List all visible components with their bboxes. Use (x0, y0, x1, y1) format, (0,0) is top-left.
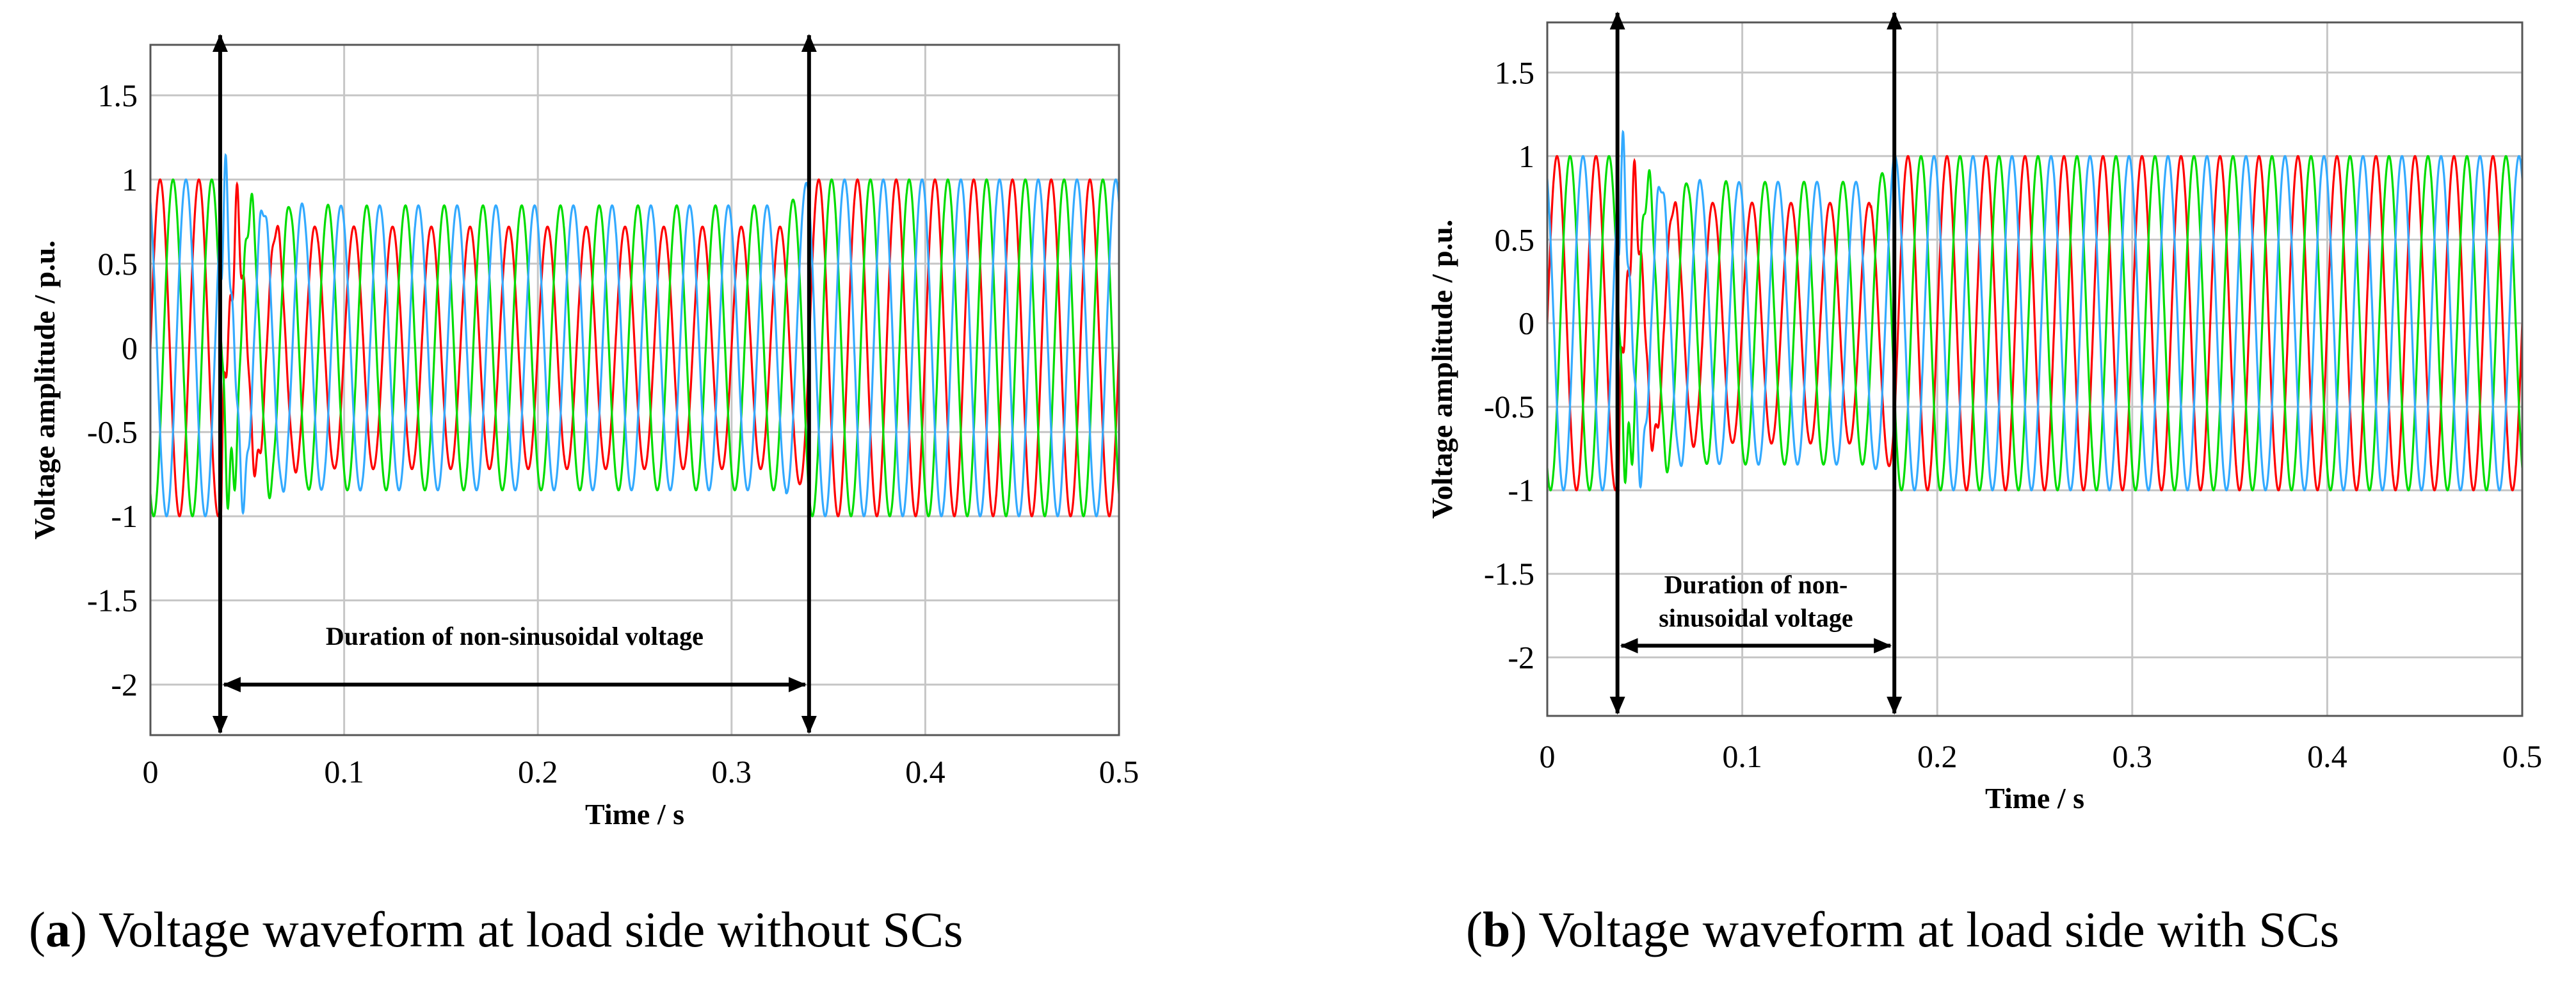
caption-text: Voltage waveform at load side with SCs (1538, 902, 2339, 957)
x-tick-label: 0.2 (1917, 738, 1958, 774)
series-b (1547, 129, 2522, 523)
chart-panel-b: 1.5 1 0.5 0 -0.5 -1 -1.5 -2 0 0.1 0.2 0.3 0.4 0.5 Tim… (1426, 12, 2542, 815)
series-line-phase-c (150, 152, 1119, 517)
y-tick-label: -2 (111, 667, 138, 702)
series-line-phase-c (1547, 129, 2522, 492)
y-tick-label: 1.5 (98, 77, 138, 113)
y-tick-label: -1.5 (1484, 556, 1534, 592)
duration-label: sinusoidal voltage (1659, 603, 1853, 632)
caption-letter: a (45, 902, 70, 957)
duration-label: Duration of non-sinusoidal voltage (326, 622, 704, 651)
y-tick-label: -0.5 (1484, 389, 1534, 425)
y-tick-label: 0 (1518, 305, 1534, 341)
series-line-phase-a (1547, 155, 2522, 523)
y-tick-label: -1.5 (87, 583, 138, 619)
y-tick-label: 1 (1518, 138, 1534, 174)
x-tick-label: 0.1 (1722, 738, 1762, 774)
chart-panel-a: 1.5 1 0.5 0 -0.5 -1 -1.5 -2 0 0.1 0.2 0.3 0.4 0.5 Tim… (28, 34, 1139, 831)
series-a (150, 152, 1119, 548)
series-line-phase-b (1547, 155, 2522, 492)
x-axis-title-b: Time / s (1985, 782, 2084, 815)
annotation-a: Duration of non-sinusoidal voltage (222, 622, 807, 693)
x-axis-title-a: Time / s (585, 798, 684, 831)
y-tick-label: 1 (122, 161, 138, 197)
plot-frame-b (1546, 21, 2524, 717)
caption-a: (a) Voltage waveform at load side without… (29, 902, 963, 957)
caption-open-paren: ( (1466, 902, 1483, 957)
markers-a (212, 34, 817, 734)
y-tick-label: -2 (1508, 640, 1534, 676)
y-tick-label: 0.5 (1495, 222, 1535, 257)
series-line-phase-a (150, 178, 1119, 548)
caption-close-paren: ) (1510, 902, 1527, 957)
x-tick-label: 0.1 (324, 754, 364, 790)
y-axis-title-b: Voltage amplitude / p.u. (1426, 220, 1458, 519)
ticks-a: 1.5 1 0.5 0 -0.5 -1 -1.5 -2 0 0.1 0.2 0.3 0.4 0.5 (87, 77, 1139, 790)
x-tick-label: 0.2 (518, 754, 558, 790)
ticks-b: 1.5 1 0.5 0 -0.5 -1 -1.5 -2 0 0.1 0.2 0.3 0.4 0.5 (1484, 54, 2542, 774)
series-line-phase-b (150, 178, 1119, 517)
caption-close-paren: ) (70, 902, 87, 957)
x-tick-label: 0.5 (1099, 754, 1139, 790)
y-tick-label: -1 (1508, 473, 1534, 508)
caption-text: Voltage waveform at load side without SC… (99, 902, 963, 957)
y-axis-title-a: Voltage amplitude / p.u. (28, 240, 61, 539)
x-tick-label: 0.3 (712, 754, 752, 790)
x-tick-label: 0.4 (905, 754, 946, 790)
y-tick-label: 1.5 (1495, 54, 1535, 90)
caption-letter: b (1483, 902, 1510, 957)
y-tick-label: -1 (111, 498, 138, 534)
y-tick-label: 0.5 (98, 246, 138, 282)
x-tick-label: 0.5 (2502, 738, 2543, 774)
caption-open-paren: ( (29, 902, 45, 957)
caption-b: (b) Voltage waveform at load side with SC… (1466, 902, 2339, 957)
x-tick-label: 0.4 (2307, 738, 2347, 774)
x-tick-label: 0 (1540, 738, 1556, 774)
annotation-b: Duration of non-sinusoidal voltage (1620, 570, 1892, 654)
y-tick-label: 0 (122, 330, 138, 366)
markers-b (1609, 12, 1903, 715)
x-tick-label: 0.3 (2113, 738, 2153, 774)
plot-frame-a (149, 44, 1120, 736)
y-tick-label: -0.5 (87, 414, 138, 450)
duration-label: Duration of non- (1664, 570, 1848, 599)
x-tick-label: 0 (143, 754, 159, 790)
